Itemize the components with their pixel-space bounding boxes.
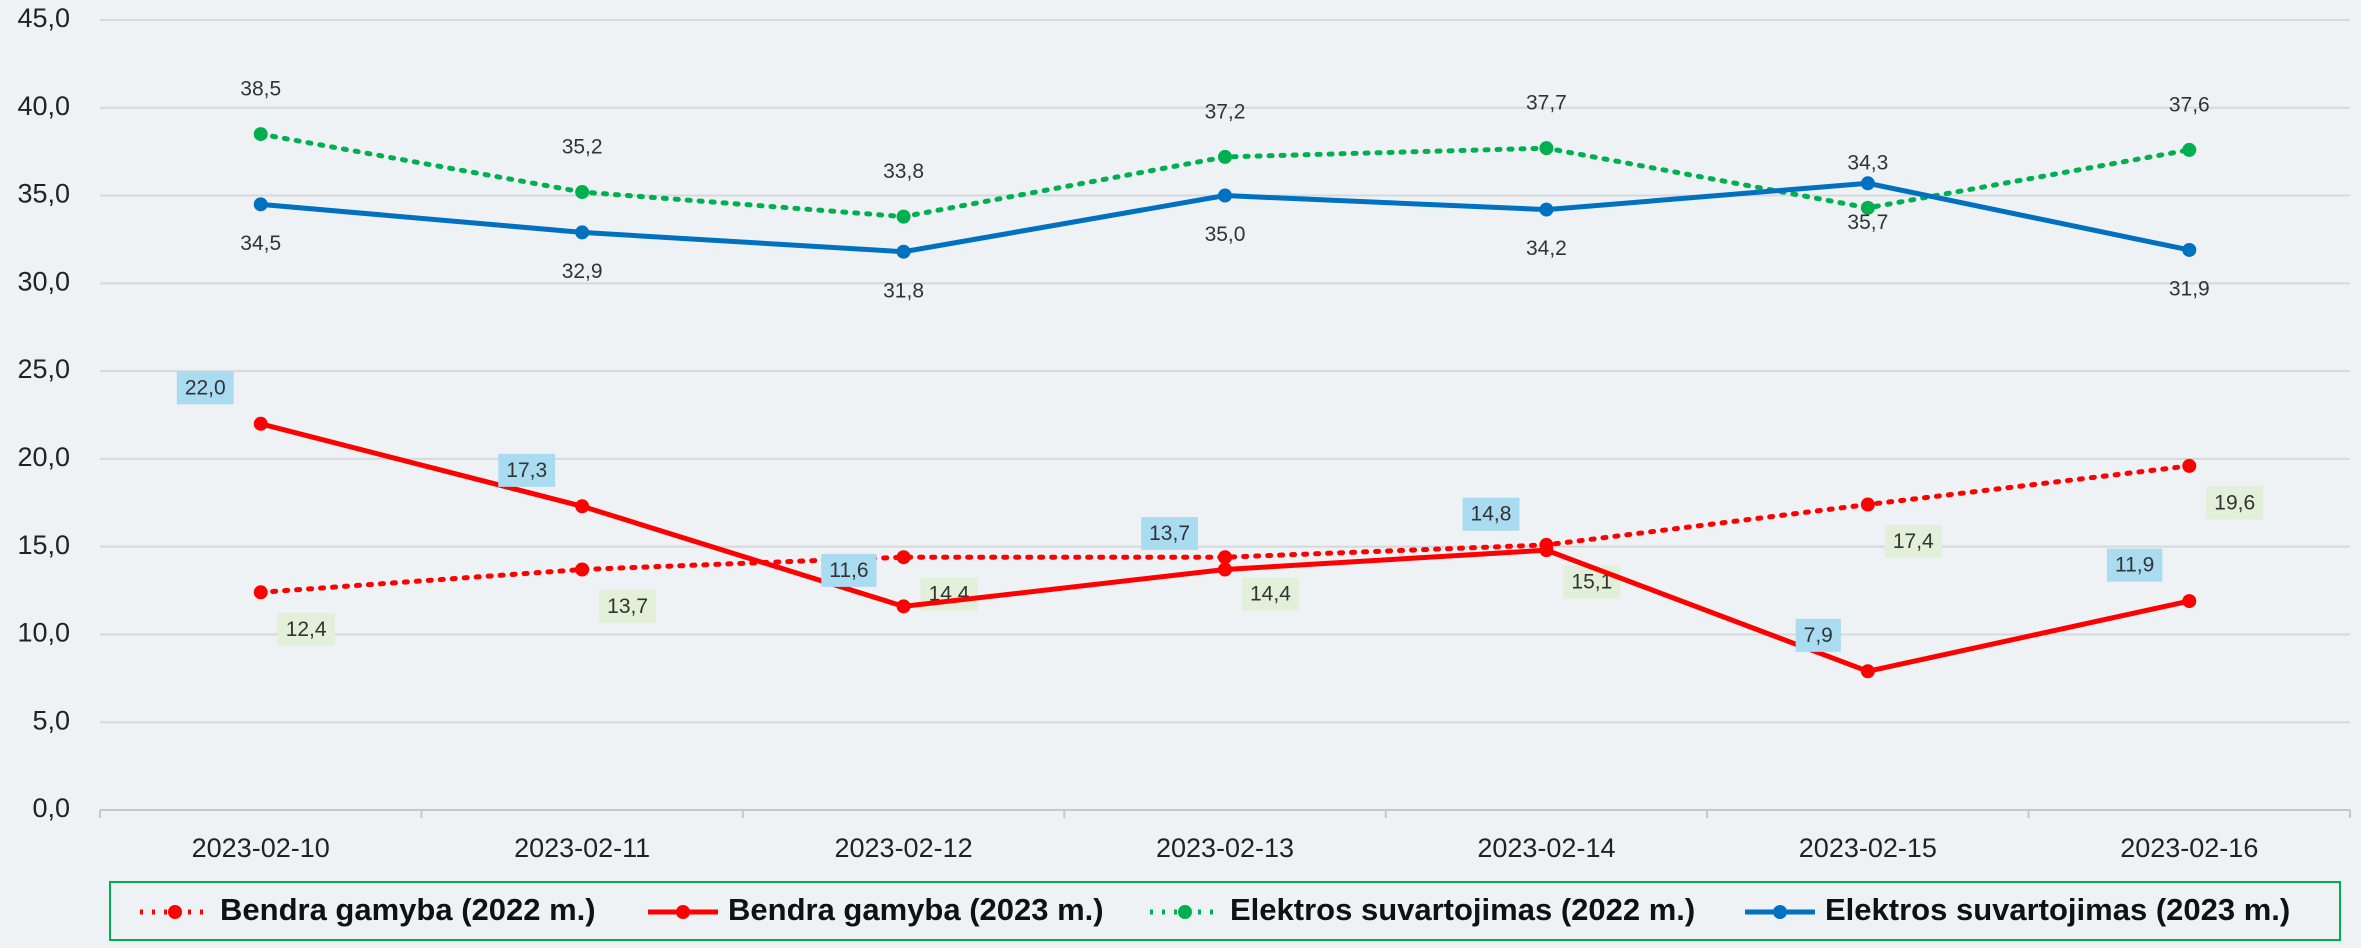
data-label: 17,3 — [506, 459, 547, 482]
x-tick-label: 2023-02-12 — [835, 833, 973, 863]
legend-marker — [168, 905, 182, 919]
legend-label: Elektros suvartojimas (2022 m.) — [1230, 892, 1695, 927]
data-label-bg — [176, 371, 234, 405]
data-label-bg — [1462, 497, 1520, 531]
x-tick-label: 2023-02-15 — [1799, 833, 1937, 863]
point — [1860, 497, 1875, 512]
data-label: 19,6 — [2214, 491, 2255, 514]
point — [1860, 664, 1875, 679]
point — [2182, 142, 2197, 157]
y-tick-label: 10,0 — [17, 618, 70, 648]
data-label-bg — [498, 453, 556, 487]
data-label: 38,5 — [240, 78, 281, 101]
data-label: 17,4 — [1893, 530, 1934, 553]
data-label: 13,7 — [607, 595, 648, 618]
point — [1218, 562, 1232, 577]
data-label: 15,1 — [1571, 570, 1612, 593]
legend-label: Bendra gamyba (2023 m.) — [728, 892, 1104, 927]
data-label: 37,2 — [1205, 100, 1246, 123]
data-label-bg — [599, 590, 657, 624]
point — [1539, 543, 1554, 558]
data-label: 7,9 — [1804, 624, 1833, 647]
point — [1218, 149, 1232, 164]
point — [2182, 458, 2197, 473]
data-label: 14,8 — [1471, 503, 1512, 526]
data-label: 34,2 — [1526, 237, 1567, 260]
y-tick-label: 25,0 — [17, 354, 70, 384]
data-label-bg — [1242, 577, 1300, 611]
x-tick-label: 2023-02-16 — [2120, 833, 2258, 863]
data-label: 31,9 — [2169, 278, 2210, 301]
data-label-bg — [277, 612, 335, 646]
point — [1539, 202, 1554, 217]
point — [253, 585, 268, 600]
legend-label: Elektros suvartojimas (2023 m.) — [1825, 892, 2290, 927]
data-label-bg — [1795, 618, 1841, 652]
data-label: 22,0 — [185, 376, 226, 399]
point — [896, 209, 911, 224]
legend-marker — [1178, 905, 1192, 919]
data-label-bg — [1141, 517, 1198, 551]
data-label: 33,8 — [883, 160, 924, 183]
point — [1218, 188, 1232, 203]
legend-label: Bendra gamyba (2022 m.) — [220, 892, 596, 927]
point — [2182, 242, 2197, 257]
data-label: 32,9 — [562, 260, 603, 283]
data-label: 34,3 — [1847, 151, 1888, 174]
data-label-bg — [1563, 565, 1621, 599]
x-tick-label: 2023-02-14 — [1477, 833, 1615, 863]
data-label-bg — [2206, 486, 2264, 520]
data-label: 14,4 — [1250, 583, 1291, 606]
data-label: 35,2 — [562, 136, 603, 159]
data-label-bg — [2106, 548, 2163, 582]
data-label: 11,9 — [2115, 554, 2154, 577]
data-label: 12,4 — [286, 618, 327, 641]
y-tick-label: 0,0 — [32, 793, 70, 823]
point — [253, 197, 268, 212]
y-tick-label: 15,0 — [17, 530, 70, 560]
legend-marker — [676, 905, 690, 919]
point — [1860, 200, 1875, 215]
point — [1539, 141, 1554, 156]
x-tick-label: 2023-02-13 — [1156, 833, 1294, 863]
legend-marker — [1773, 905, 1787, 919]
y-tick-label: 5,0 — [32, 705, 70, 735]
data-label: 35,0 — [1205, 223, 1246, 246]
y-tick-label: 45,0 — [17, 3, 70, 33]
y-tick-label: 40,0 — [17, 91, 70, 121]
point — [896, 244, 911, 259]
point — [575, 562, 590, 577]
data-label: 35,7 — [1847, 211, 1888, 234]
point — [896, 599, 911, 614]
point — [575, 185, 590, 200]
point — [253, 416, 268, 431]
data-label-bg — [821, 553, 877, 587]
y-tick-label: 30,0 — [17, 266, 70, 296]
data-label: 37,7 — [1526, 92, 1567, 115]
point — [896, 550, 911, 565]
data-label: 37,6 — [2169, 93, 2210, 116]
x-tick-label: 2023-02-11 — [514, 833, 650, 863]
point — [253, 127, 268, 142]
data-label: 31,8 — [883, 279, 924, 302]
point — [2182, 594, 2197, 609]
data-label: 34,5 — [240, 232, 281, 255]
data-label-bg — [1884, 525, 1943, 559]
legend-box — [109, 881, 2341, 941]
point — [1218, 550, 1232, 565]
data-label: 11,6 — [829, 559, 868, 582]
point — [575, 499, 590, 514]
y-tick-label: 20,0 — [17, 442, 70, 472]
y-tick-label: 35,0 — [17, 179, 70, 209]
x-tick-label: 2023-02-10 — [192, 833, 330, 863]
data-label: 13,7 — [1149, 522, 1190, 545]
point — [575, 225, 590, 240]
point — [1860, 176, 1875, 191]
